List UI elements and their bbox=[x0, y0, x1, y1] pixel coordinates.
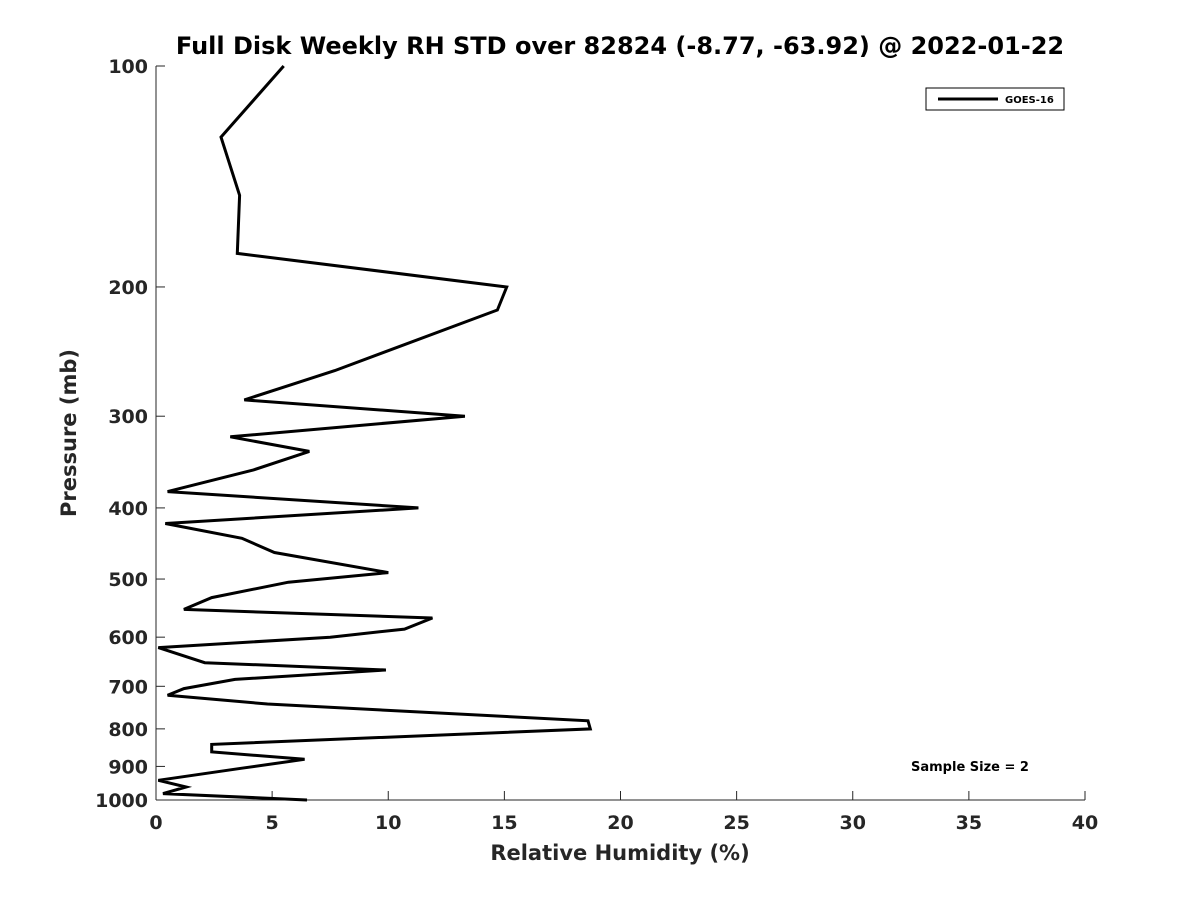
y-tick-label: 900 bbox=[108, 756, 148, 778]
y-axis: 100 200 300 400 500 600 700 800 900 1000 bbox=[95, 56, 165, 812]
series-line-goes-16 bbox=[157, 65, 593, 802]
sample-size-annotation: Sample Size = 2 bbox=[911, 760, 1029, 775]
series-layer bbox=[157, 65, 593, 802]
chart-title: Full Disk Weekly RH STD over 82824 (-8.7… bbox=[176, 32, 1064, 60]
legend-label-goes-16: GOES-16 bbox=[1005, 95, 1054, 106]
y-tick-label: 100 bbox=[108, 56, 148, 78]
y-tick-label: 600 bbox=[108, 627, 148, 649]
x-axis: 0 5 10 15 20 25 30 35 40 bbox=[149, 791, 1098, 834]
y-tick-label: 700 bbox=[108, 676, 148, 698]
x-tick-label: 25 bbox=[723, 812, 749, 834]
x-tick-label: 20 bbox=[607, 812, 633, 834]
x-tick-label: 0 bbox=[149, 812, 162, 834]
x-tick-label: 30 bbox=[840, 812, 866, 834]
y-tick-label: 200 bbox=[108, 277, 148, 299]
y-axis-label: Pressure (mb) bbox=[57, 349, 81, 517]
x-tick-label: 35 bbox=[956, 812, 982, 834]
y-tick-label: 400 bbox=[108, 498, 148, 520]
y-tick-label: 1000 bbox=[95, 790, 148, 812]
x-tick-label: 15 bbox=[491, 812, 517, 834]
y-tick-label: 500 bbox=[108, 569, 148, 591]
x-tick-label: 5 bbox=[266, 812, 279, 834]
x-tick-label: 40 bbox=[1072, 812, 1098, 834]
x-axis-label: Relative Humidity (%) bbox=[490, 841, 749, 865]
y-tick-label: 300 bbox=[108, 406, 148, 428]
x-tick-label: 10 bbox=[375, 812, 401, 834]
legend: GOES-16 bbox=[925, 87, 1065, 111]
y-tick-label: 800 bbox=[108, 719, 148, 741]
